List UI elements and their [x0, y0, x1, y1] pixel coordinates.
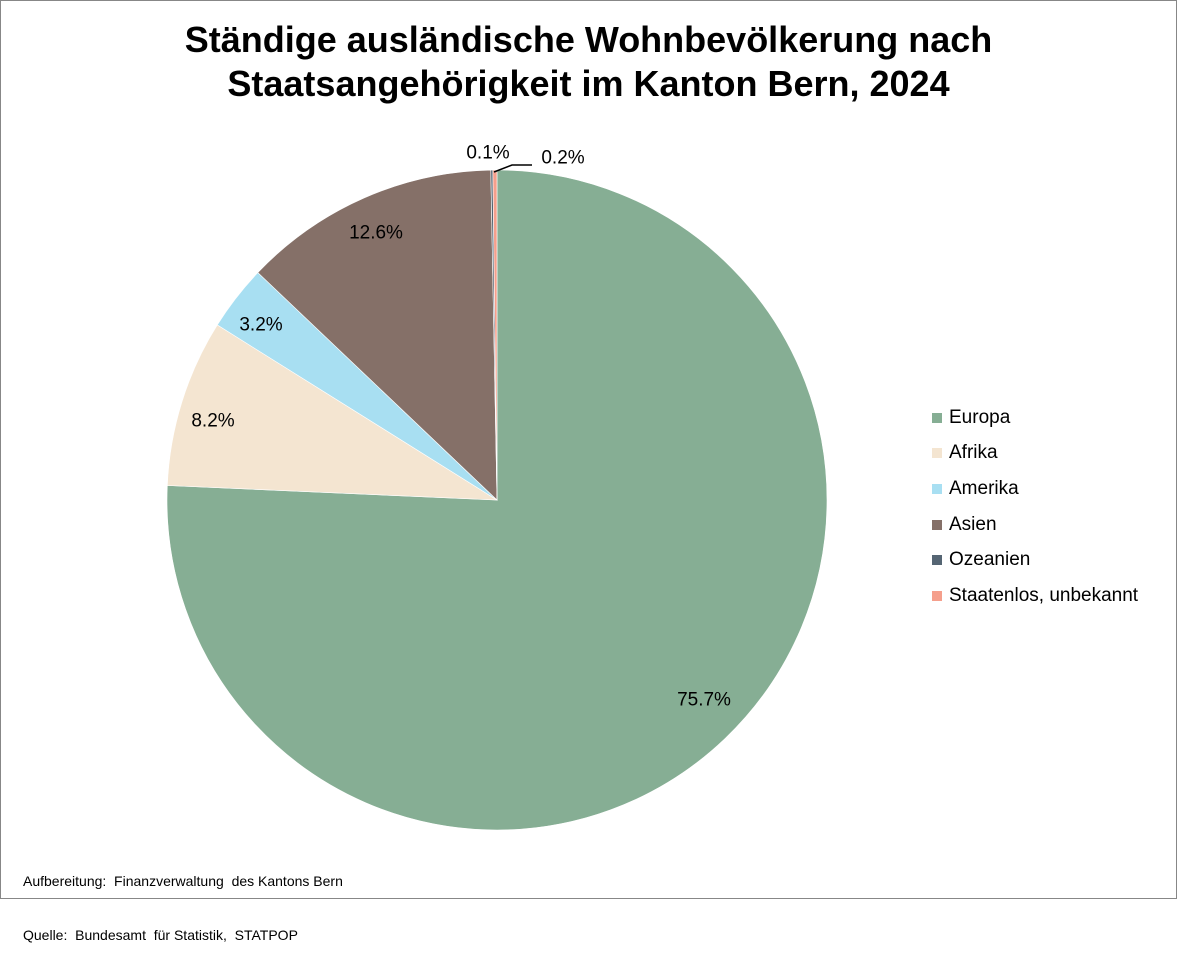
data-label-staatenlos-unbekannt: 0.2%: [541, 148, 584, 169]
pie-slice-asien: [257, 169, 498, 501]
data-label-ozeanien: 0.1%: [466, 143, 509, 164]
legend-item-staatenlos-unbekannt: Staatenlos, unbekannt: [932, 578, 1138, 614]
pie-slice-afrika: [167, 324, 499, 501]
leader-line-staatenlos-unbekannt: [493, 164, 532, 173]
legend-label-europa: Europa: [949, 406, 1011, 428]
legend-item-amerika: Amerika: [932, 471, 1138, 507]
pie-data-labels: 75.7% 8.2% 3.2% 12.6% 0.1% 0.2%: [191, 143, 731, 711]
legend-label-staatenlos-unbekannt: Staatenlos, unbekannt: [949, 584, 1139, 606]
chart-footer: Aufbereitung: Finanzverwaltung des Kanto…: [23, 836, 343, 962]
legend-label-asien: Asien: [949, 513, 997, 535]
footer-source: Quelle: Bundesamt für Statistik, STATPOP: [23, 927, 298, 943]
pie-slice-staatenlos-unbekannt: [492, 169, 498, 501]
legend-swatch-afrika: [932, 448, 942, 459]
data-label-amerika: 3.2%: [239, 315, 282, 336]
data-label-afrika: 8.2%: [191, 411, 234, 432]
legend-swatch-amerika: [932, 483, 942, 494]
legend-swatch-asien: [932, 519, 942, 530]
legend-label-amerika: Amerika: [949, 477, 1019, 499]
legend-swatch-europa: [932, 412, 942, 423]
chart-title: Ständige ausländische Wohnbevölkerung na…: [0, 18, 1177, 106]
pie-slice-europa: [166, 169, 828, 831]
footer-preparation: Aufbereitung: Finanzverwaltung des Kanto…: [23, 873, 343, 889]
pie-leader-lines: [493, 164, 532, 173]
legend-label-ozeanien: Ozeanien: [949, 549, 1031, 571]
legend-item-ozeanien: Ozeanien: [932, 542, 1138, 578]
data-label-europa: 75.7%: [677, 690, 731, 711]
legend-item-asien: Asien: [932, 507, 1138, 543]
chart-legend: Europa Afrika Amerika Asien Ozeanien Staatenl…: [932, 400, 1138, 614]
data-label-asien: 12.6%: [349, 223, 403, 244]
legend-item-europa: Europa: [932, 400, 1138, 436]
chart-title-line-2: Staatsangehörigkeit im Kanton Bern, 2024: [227, 63, 950, 104]
chart-title-line-1: Ständige ausländische Wohnbevölkerung na…: [184, 19, 993, 60]
legend-swatch-ozeanien: [932, 555, 942, 566]
legend-label-afrika: Afrika: [949, 442, 998, 464]
legend-item-afrika: Afrika: [932, 436, 1138, 472]
legend-swatch-staatenlos-unbekannt: [932, 590, 942, 601]
pie-chart: 75.7% 8.2% 3.2% 12.6% 0.1% 0.2%: [166, 143, 828, 831]
pie-slices: [166, 169, 828, 831]
